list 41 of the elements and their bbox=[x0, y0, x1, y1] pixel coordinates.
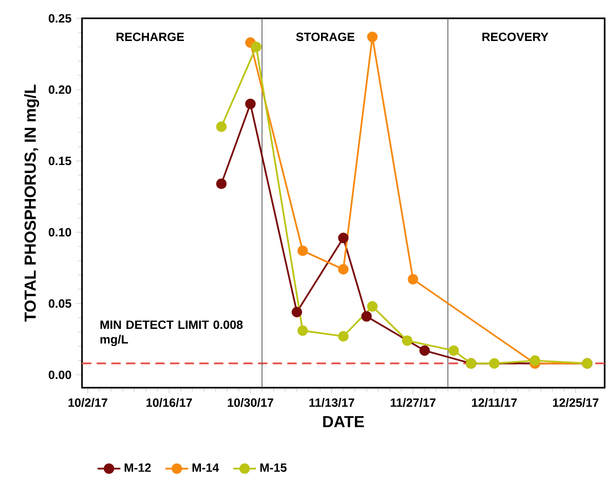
point bbox=[338, 264, 349, 275]
legend-label: M-14 bbox=[192, 463, 219, 472]
x-tick-label: 10/2/17 bbox=[68, 398, 108, 407]
point bbox=[297, 245, 308, 256]
y-tick-label: 0.10 bbox=[48, 228, 72, 236]
x-tick-label: 10/16/17 bbox=[146, 398, 192, 407]
point bbox=[250, 42, 262, 52]
x-tick-label: 12/11/17 bbox=[472, 398, 517, 407]
y-tick-label: 0.15 bbox=[48, 156, 72, 166]
annotation: RECOVERY bbox=[482, 32, 548, 42]
y-tick-label: 0.05 bbox=[48, 299, 72, 308]
point bbox=[245, 98, 256, 110]
y-tick-label: 0.25 bbox=[48, 14, 72, 23]
point bbox=[367, 301, 378, 312]
point bbox=[530, 355, 540, 366]
point bbox=[292, 306, 302, 318]
point bbox=[489, 358, 500, 369]
point bbox=[338, 331, 349, 342]
x-tick-label: 11/27/17 bbox=[390, 398, 436, 407]
legend-label: M-12 bbox=[124, 463, 151, 472]
point bbox=[408, 274, 418, 285]
x-tick-label: 12/25/17 bbox=[553, 398, 598, 407]
annotation: RECHARGE bbox=[116, 32, 184, 42]
x-axis-title: DATE bbox=[323, 416, 364, 428]
point bbox=[297, 325, 308, 336]
point bbox=[367, 32, 378, 42]
y-tick-label: 0.20 bbox=[48, 85, 72, 94]
point bbox=[402, 335, 412, 346]
ref-line-label: MIN DETECT LIMIT 0.008 mg/L bbox=[100, 320, 243, 346]
point bbox=[448, 345, 459, 356]
point bbox=[419, 345, 430, 356]
point bbox=[361, 311, 372, 322]
point bbox=[338, 232, 349, 244]
y-tick-label: 0.00 bbox=[48, 370, 72, 380]
point bbox=[216, 121, 227, 132]
annotation: STORAGE bbox=[296, 32, 354, 42]
legend-label: M-15 bbox=[260, 463, 287, 472]
x-tick-label: 11/13/17 bbox=[309, 398, 354, 407]
x-tick-label: 10/30/17 bbox=[228, 398, 274, 407]
point bbox=[216, 178, 227, 190]
y-axis-title: TOTAL PHOSPHORUS, IN mg/L bbox=[24, 84, 40, 322]
